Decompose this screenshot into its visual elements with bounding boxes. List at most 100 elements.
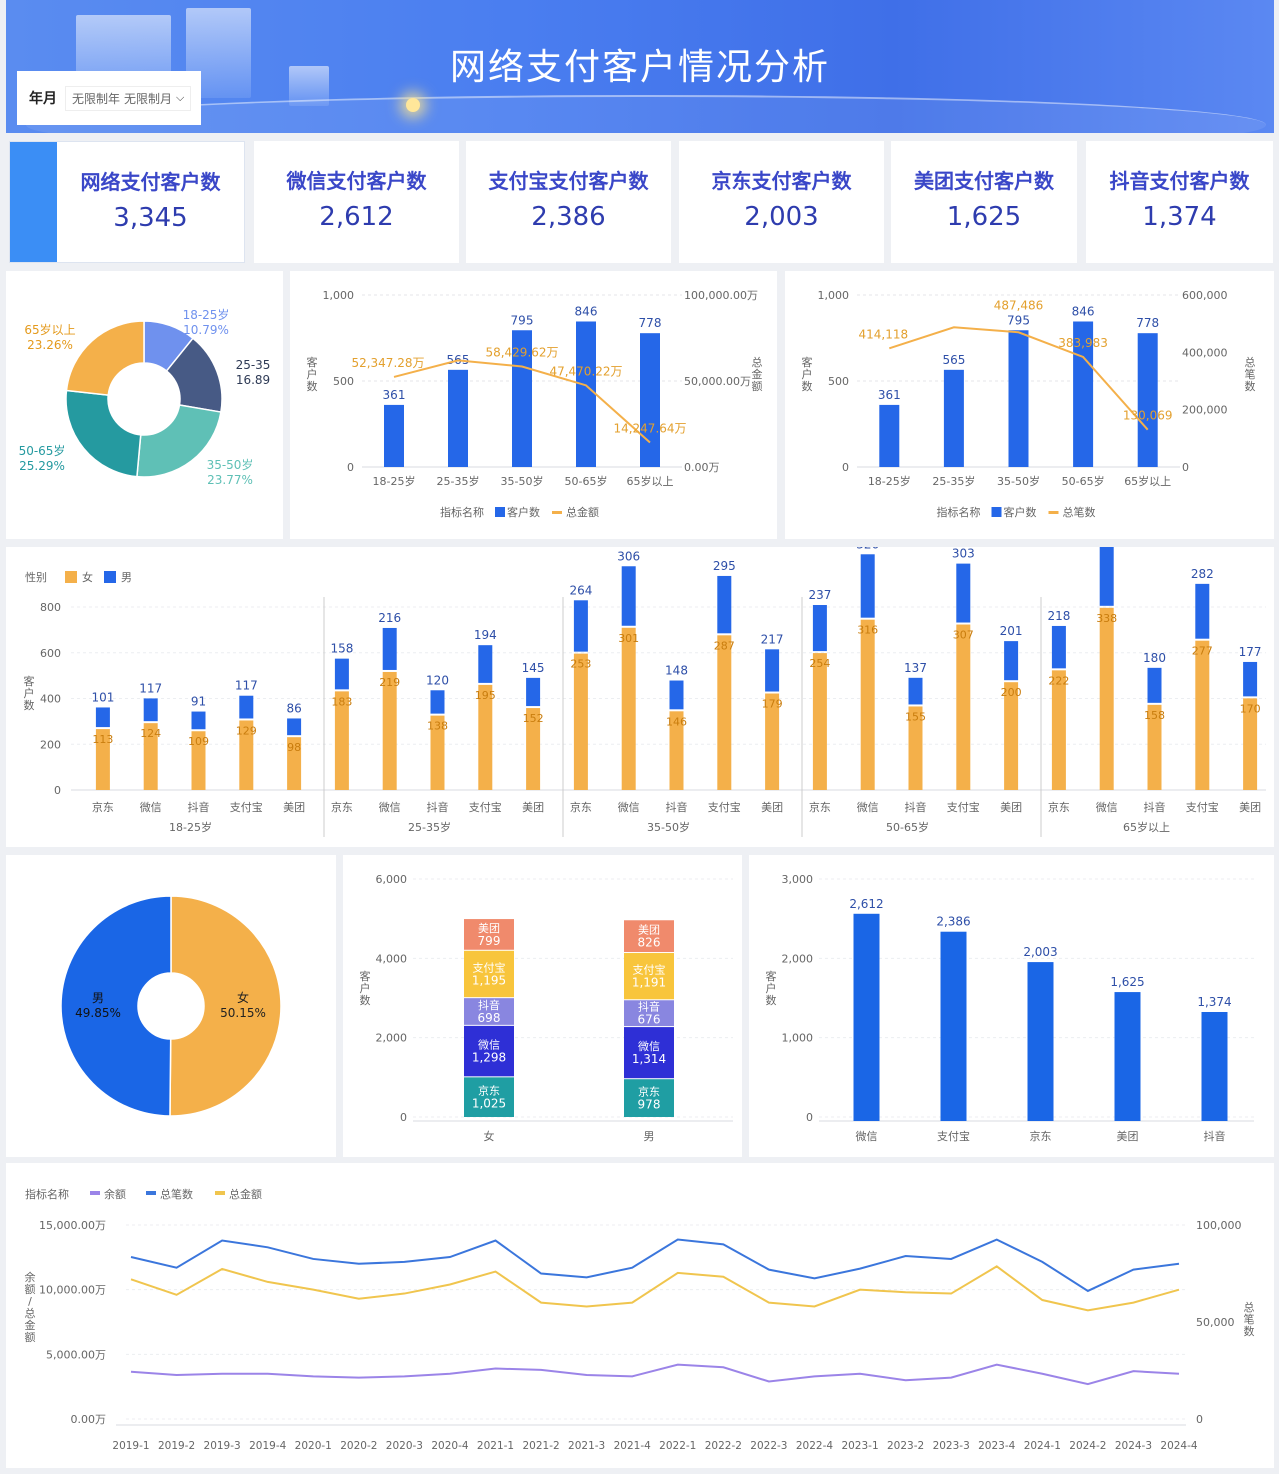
age-amount-chart: 05001,0000.00万50,000.00万100,000.00万客户数总金… <box>307 289 763 519</box>
bar <box>512 330 532 467</box>
x-tick: 女 <box>484 1129 495 1143</box>
kpi-card: 网络支付客户数 3,345 <box>9 141 245 263</box>
x-tick: 支付宝 <box>947 800 980 814</box>
y2-tick: 100,000.00万 <box>684 289 758 302</box>
bar <box>640 333 660 467</box>
age-amount-panel: 0 500 1,000 0.00万 50,000.00万 100,000.00万客户数总金… <box>290 271 777 539</box>
bar-male <box>573 600 588 652</box>
bar-male-label: 177 <box>1239 645 1262 659</box>
y-tick: 10,000.00万 <box>39 1284 106 1297</box>
bar-male-label: 217 <box>761 632 784 646</box>
bar <box>853 913 880 1121</box>
x-tick: 美团 <box>761 801 783 814</box>
x-tick: 2022-1 <box>659 1440 696 1452</box>
bar-female <box>430 715 445 790</box>
donut-slice <box>65 389 142 478</box>
line-value-label: 58,429.62万 <box>485 346 558 360</box>
bar-female <box>191 731 206 790</box>
bar-male <box>717 575 732 634</box>
legend-swatch <box>146 1191 156 1195</box>
bar <box>879 404 900 467</box>
stack-segment <box>624 1079 674 1117</box>
x-tick: 微信 <box>1096 800 1118 814</box>
segment-name: 抖音 <box>638 1000 660 1014</box>
bar-female-label: 152 <box>523 712 544 725</box>
bar-value-label: 795 <box>511 313 534 327</box>
slice-pct: 23.26% <box>27 338 73 352</box>
x-tick: 50-65岁 <box>1062 474 1105 488</box>
bar <box>1114 992 1141 1121</box>
bar-value-label: 1,374 <box>1197 995 1231 1009</box>
bar-female-label: 183 <box>331 695 352 708</box>
x-tick: 2020-1 <box>295 1440 332 1452</box>
y-axis-label: 户 <box>360 981 371 995</box>
bar-female-label: 124 <box>140 727 161 740</box>
group-label: 18-25岁 <box>169 820 212 834</box>
line-series <box>393 359 651 444</box>
y-tick: 500 <box>828 375 849 388</box>
segment-name: 美团 <box>638 924 660 937</box>
pie-slice-male <box>60 895 172 1117</box>
bar-male <box>1243 661 1258 697</box>
trend-chart: 指标名称 余额 总笔数 总金额0.00万5,000.00万10,000.00万15,0… <box>25 1187 1255 1452</box>
y2-tick: 50,000.00万 <box>684 375 751 388</box>
legend-label: 余额 <box>104 1187 126 1201</box>
y2-tick: 400,000 <box>1182 346 1228 359</box>
y-axis-label: 总 <box>25 1306 36 1320</box>
line-value-label: 130,069 <box>1123 409 1173 423</box>
bar-female-label: 138 <box>427 720 448 733</box>
bar-male-label: 180 <box>1143 651 1166 665</box>
y-axis-label: 数 <box>307 380 318 393</box>
bar-female <box>812 653 827 790</box>
legend-swatch <box>991 507 1002 517</box>
legend-label: 女 <box>82 570 93 584</box>
bar-female <box>334 691 349 790</box>
x-tick: 微信 <box>856 1129 878 1143</box>
bar-female <box>765 693 780 790</box>
line-value-label: 52,347.28万 <box>351 356 424 370</box>
gender-pie-chart: 女50.15% 男49.85% <box>60 895 282 1117</box>
y-axis-label: 额 <box>25 1283 36 1296</box>
stack-segment <box>464 998 514 1025</box>
platform-bar-chart: 0 1,000 2,000 3,000 客户数 2,612 微信 2,386 支付宝 2,003 京… <box>766 873 1254 1143</box>
y2-axis-label: 金 <box>752 367 763 381</box>
x-tick: 18-25岁 <box>868 474 911 488</box>
y2-tick: 0.00万 <box>684 461 720 474</box>
y-tick: 0 <box>54 784 61 797</box>
x-tick: 美团 <box>283 801 305 814</box>
y2-axis-label: 总 <box>1245 355 1256 369</box>
slice-label: 25-35 <box>236 358 271 372</box>
segment-name: 支付宝 <box>473 960 506 974</box>
kpi-label: 支付宝支付客户数 <box>488 169 649 193</box>
x-tick: 25-35岁 <box>437 474 480 488</box>
bar-female-label: 179 <box>762 698 783 711</box>
bar-female-label: 277 <box>1192 645 1213 658</box>
bar-male <box>1051 625 1066 669</box>
gender-platform-panel: 性别 女 男 0 200 400 600 800 客户数 18-25岁 101 113 京东 117 124… <box>6 521 1274 847</box>
bar-female-label: 158 <box>1144 709 1165 722</box>
x-tick: 京东 <box>809 800 831 814</box>
bar-male <box>478 645 493 683</box>
line-value-label: 47,470.22万 <box>549 364 622 378</box>
bar-male <box>95 707 110 728</box>
y-tick: 1,000 <box>818 289 850 302</box>
stack-segment <box>464 919 514 950</box>
x-tick: 支付宝 <box>708 800 741 814</box>
segment-value: 1,298 <box>472 1051 506 1065</box>
decor-arc <box>26 95 1266 133</box>
group-label: 25-35岁 <box>408 820 451 834</box>
x-tick: 65岁以上 <box>1124 474 1171 488</box>
bar-female <box>669 711 684 790</box>
bar-male-label: 194 <box>474 628 497 642</box>
y2-axis-label: 笔 <box>1245 367 1256 381</box>
stack-segment <box>624 953 674 1000</box>
y2-tick: 200,000 <box>1182 404 1228 417</box>
bar-female <box>956 624 971 790</box>
stack-segment <box>464 1025 514 1077</box>
slice-label: 50-65岁 <box>19 443 66 458</box>
y2-tick: 0 <box>1196 1413 1203 1426</box>
bar-female <box>1243 698 1258 790</box>
year-month-select[interactable]: 无限制年 无限制月 ⌵ <box>65 85 192 111</box>
bar <box>1137 333 1158 467</box>
bar-female-label: 109 <box>188 735 209 748</box>
